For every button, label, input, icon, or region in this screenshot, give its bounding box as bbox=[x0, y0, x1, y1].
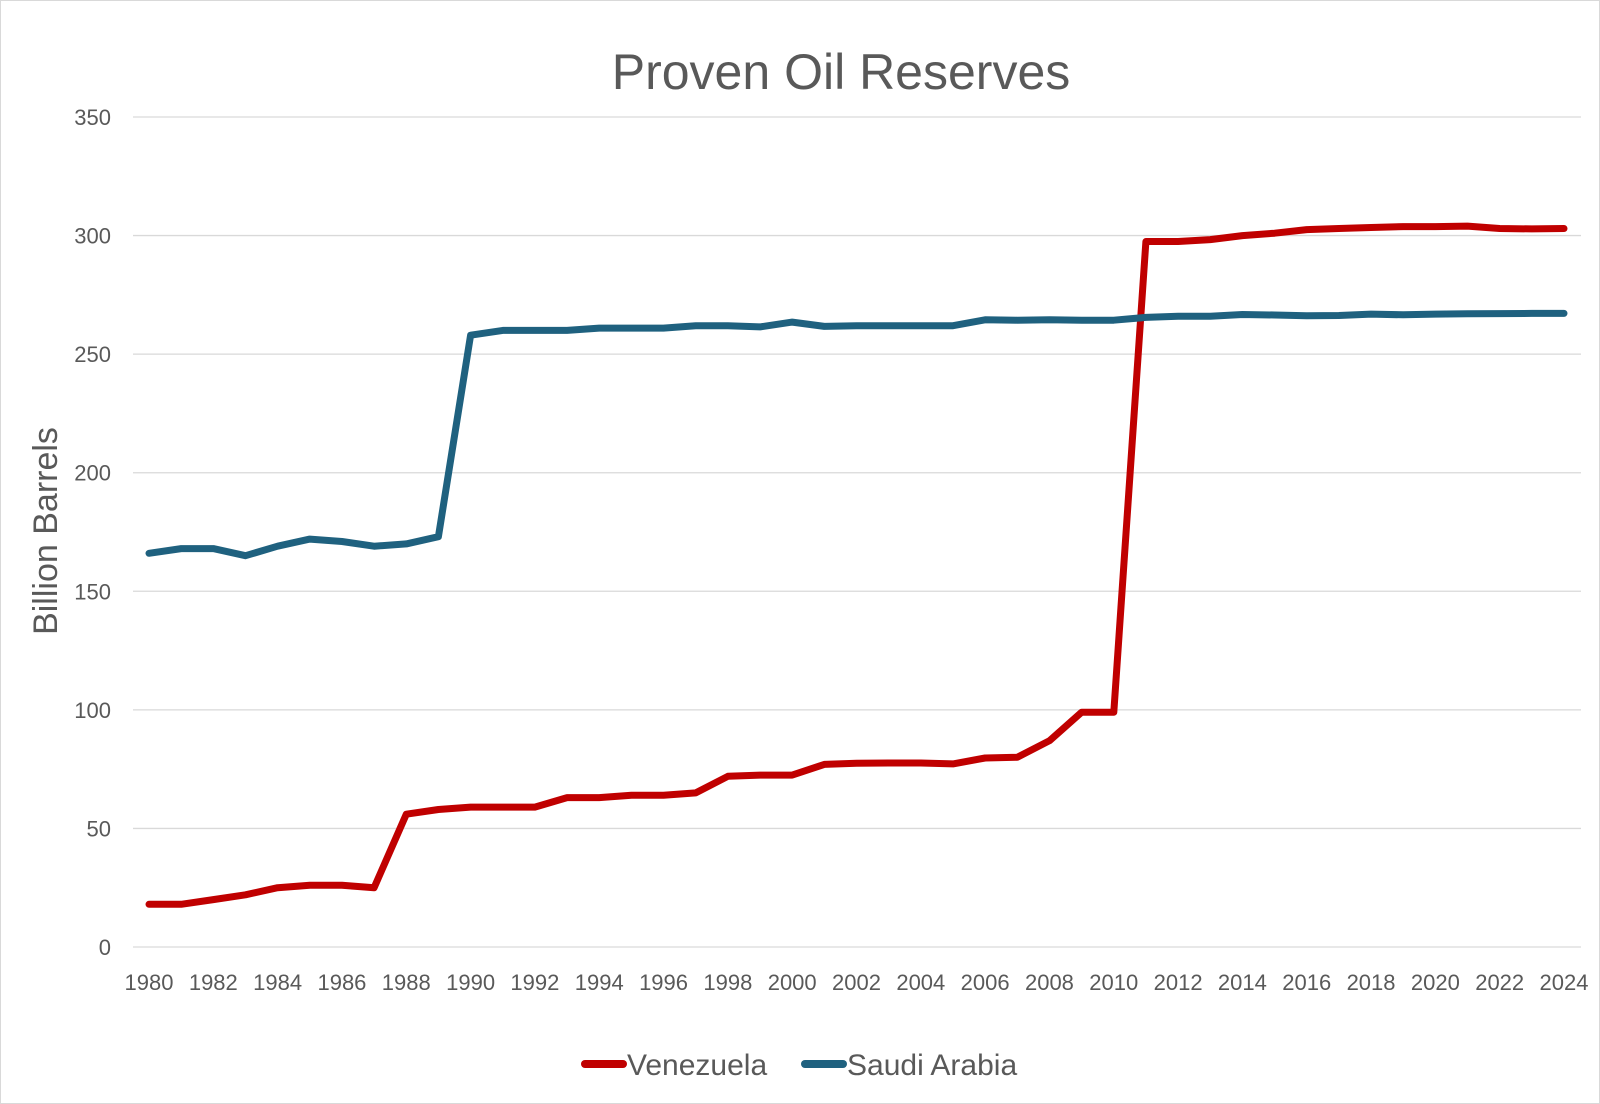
x-tick-label: 2006 bbox=[961, 970, 1010, 995]
x-tick-label: 2018 bbox=[1347, 970, 1396, 995]
x-tick-label: 1996 bbox=[639, 970, 688, 995]
series-line-venezuela bbox=[145, 222, 1568, 908]
legend: Venezuela Saudi Arabia bbox=[581, 1049, 1017, 1082]
x-tick-label: 1992 bbox=[510, 970, 559, 995]
x-tick-label: 2010 bbox=[1089, 970, 1138, 995]
x-tick-label: 2014 bbox=[1218, 970, 1267, 995]
x-tick-label: 1984 bbox=[253, 970, 302, 995]
y-tick-label: 150 bbox=[74, 579, 111, 604]
y-tick-label: 200 bbox=[74, 461, 111, 486]
series-line-saudi-arabia bbox=[145, 309, 1568, 560]
x-tick-label: 1980 bbox=[125, 970, 174, 995]
series-lines bbox=[145, 222, 1568, 908]
x-tick-label: 1986 bbox=[317, 970, 366, 995]
x-tick-label: 2020 bbox=[1411, 970, 1460, 995]
x-tick-label: 2022 bbox=[1475, 970, 1524, 995]
x-tick-label: 1990 bbox=[446, 970, 495, 995]
y-tick-label: 350 bbox=[74, 105, 111, 130]
gridlines bbox=[133, 116, 1581, 948]
x-tick-label: 2016 bbox=[1282, 970, 1331, 995]
x-tick-label: 2004 bbox=[896, 970, 945, 995]
legend-label-saudi-arabia: Saudi Arabia bbox=[847, 1049, 1017, 1082]
x-tick-label: 1998 bbox=[703, 970, 752, 995]
x-tick-label: 2024 bbox=[1540, 970, 1589, 995]
x-tick-label: 2012 bbox=[1154, 970, 1203, 995]
x-axis-ticks: 1980 1982 1984 1986 1988 1990 1992 1994 1996 1998… bbox=[125, 970, 1589, 995]
y-tick-label: 0 bbox=[99, 935, 111, 960]
chart-title: Proven Oil Reserves bbox=[612, 44, 1071, 100]
y-axis-ticks: 0 50 100 150 200 250 300 350 bbox=[74, 105, 111, 960]
y-tick-label: 50 bbox=[87, 816, 111, 841]
x-tick-label: 2002 bbox=[832, 970, 881, 995]
y-axis-label: Billion Barrels bbox=[27, 427, 65, 635]
y-tick-label: 100 bbox=[74, 698, 111, 723]
y-tick-label: 250 bbox=[74, 342, 111, 367]
legend-label-venezuela: Venezuela bbox=[627, 1049, 767, 1082]
x-tick-label: 1994 bbox=[575, 970, 624, 995]
y-tick-label: 300 bbox=[74, 224, 111, 249]
x-tick-label: 2000 bbox=[768, 970, 817, 995]
x-tick-label: 1982 bbox=[189, 970, 238, 995]
x-tick-label: 2008 bbox=[1025, 970, 1074, 995]
x-tick-label: 1988 bbox=[382, 970, 431, 995]
